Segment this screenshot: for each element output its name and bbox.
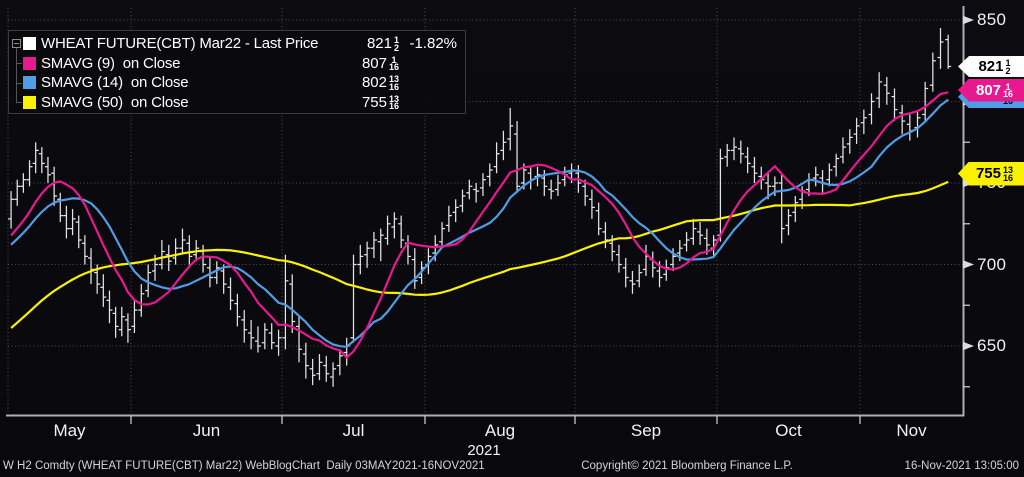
legend-label: WHEAT FUTURE(CBT) Mar22 - Last Price bbox=[41, 35, 319, 53]
axis-ticks bbox=[130, 15, 974, 424]
fraction: 1 16 bbox=[1003, 81, 1014, 99]
x-axis-label-aug: Aug bbox=[484, 421, 516, 440]
y-axis-label-850: 850 bbox=[977, 10, 1007, 29]
fraction: 1 16 bbox=[388, 54, 399, 73]
legend-tree-stub bbox=[16, 63, 22, 65]
footer-copyright: Copyright© 2021 Bloomberg Finance L.P. bbox=[581, 460, 793, 472]
year-label: 2021 bbox=[467, 442, 501, 459]
legend-item-smavg-14[interactable]: SMAVG (14) on Close 802 13 16 bbox=[11, 73, 457, 93]
sma-9-line bbox=[10, 91, 949, 359]
legend-swatch-smavg-50 bbox=[23, 95, 36, 109]
legend-value: 807 1 16 bbox=[361, 54, 399, 73]
legend-change: -1.82% bbox=[409, 35, 457, 53]
legend-item-smavg-50[interactable]: SMAVG (50) on Close 755 13 16 bbox=[11, 93, 457, 113]
legend-tree-stub bbox=[16, 82, 22, 84]
footer-ticker-text: W H2 Comdty (WHEAT FUTURE(CBT) Mar22) We… bbox=[3, 460, 485, 472]
sma-50-line bbox=[10, 180, 949, 329]
legend-swatch-smavg-9 bbox=[23, 56, 36, 70]
legend-tree-stub bbox=[16, 102, 22, 104]
x-axis-label-oct: Oct bbox=[775, 421, 802, 440]
smavg50-badge: 755 13 16 bbox=[958, 161, 1024, 186]
x-axis-label-sep: Sep bbox=[630, 421, 662, 440]
legend-swatch-smavg-14 bbox=[23, 76, 36, 90]
x-axis-label-jul: Jul bbox=[342, 421, 365, 440]
y-axis-label-700: 700 bbox=[977, 254, 1007, 274]
legend-label: SMAVG (50) on Close bbox=[41, 93, 189, 111]
legend-item-smavg-9[interactable]: SMAVG (9) on Close 807 1 16 bbox=[11, 54, 457, 74]
last-price-badge: 821 1 2 bbox=[958, 56, 1024, 77]
legend-panel: WHEAT FUTURE(CBT) Mar22 - Last Price 821 1… bbox=[8, 30, 466, 114]
price-bars bbox=[8, 28, 952, 387]
legend-value: 755 13 16 bbox=[361, 93, 399, 112]
legend-label: SMAVG (9) on Close bbox=[41, 54, 181, 72]
legend-swatch-last-price bbox=[23, 37, 36, 51]
footer-timestamp: 16-Nov-2021 13:05:00 bbox=[904, 460, 1019, 472]
smavg9-badge: 807 1 16 bbox=[958, 78, 1024, 102]
legend-tree-line bbox=[16, 48, 17, 103]
legend-label: SMAVG (14) on Close bbox=[41, 74, 189, 92]
legend-collapse-icon[interactable] bbox=[12, 39, 21, 48]
legend-item-last-price[interactable]: WHEAT FUTURE(CBT) Mar22 - Last Price 821 1… bbox=[11, 34, 457, 54]
legend-value: 821 1 2 bbox=[366, 35, 399, 53]
x-axis-label-jun: Jun bbox=[192, 421, 221, 440]
x-axis-label-nov: Nov bbox=[896, 421, 927, 440]
x-axis-label-may: May bbox=[53, 421, 86, 440]
legend-value: 802 13 16 bbox=[361, 74, 399, 92]
y-axis-label-650: 650 bbox=[977, 336, 1007, 355]
sma-14-line bbox=[10, 98, 949, 348]
